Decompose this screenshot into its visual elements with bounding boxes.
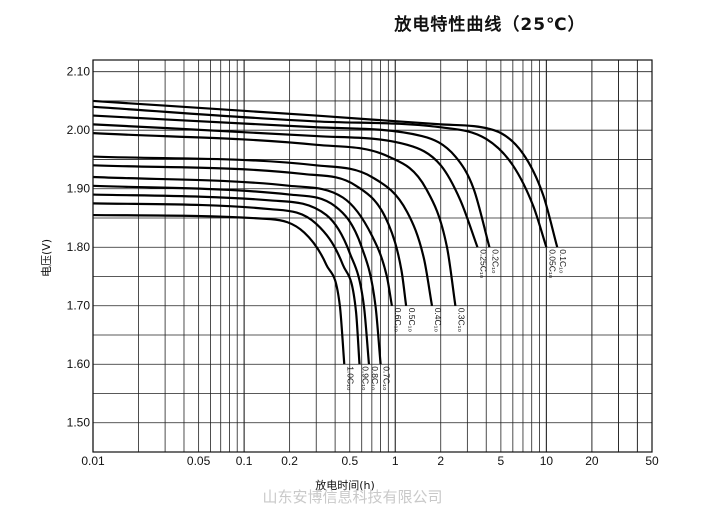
chart-title: 放电特性曲线（25℃） bbox=[394, 15, 586, 35]
series-line-0.4C10 bbox=[92, 155, 434, 306]
curve-label-0.1C10: 0.1C₁₀ bbox=[558, 249, 568, 274]
y-axis-label: 电压(V) bbox=[40, 239, 53, 277]
x-tick-label: 0.1 bbox=[236, 454, 253, 468]
series-line-0.7C10 bbox=[92, 184, 382, 365]
curve-label-0.9C10: 0.9C₁₀ bbox=[361, 366, 371, 391]
x-axis-label: 放电时间(h) bbox=[315, 478, 375, 492]
series-line-0.1C10 bbox=[92, 105, 548, 248]
curve-label-1.0C10: 1.0C₁₀ bbox=[345, 366, 355, 391]
x-tick-label: 10 bbox=[540, 454, 554, 468]
curve-label-0.6C10: 0.6C₁₀ bbox=[393, 308, 403, 333]
series-line-0.6C10 bbox=[92, 175, 393, 306]
series-line-0.05C10 bbox=[92, 99, 559, 248]
series-line-0.25C10 bbox=[92, 123, 479, 248]
series-line-0.5C10 bbox=[92, 164, 408, 306]
x-tick-label: 20 bbox=[585, 454, 599, 468]
x-tick-label: 0.5 bbox=[341, 454, 358, 468]
curve-label-0.2C10: 0.2C₁₀ bbox=[490, 249, 500, 274]
x-tick-label: 5 bbox=[498, 454, 505, 468]
curve-label-0.25C10: 0.25C₁₀ bbox=[479, 249, 489, 279]
curve-label-0.05C10: 0.05C₁₀ bbox=[547, 249, 557, 279]
curve-label-0.7C10: 0.7C₁₀ bbox=[382, 366, 392, 391]
tick-labels: 0.01 0.05 0.1 0.2 0.5 1 2 5 10 20 50 1.50 1.60 1.70 1.… bbox=[67, 65, 659, 468]
plot-frame bbox=[92, 59, 653, 453]
x-tick-label: 1 bbox=[392, 454, 399, 468]
x-tick-label: 0.05 bbox=[187, 454, 211, 468]
x-tick-label: 0.2 bbox=[281, 454, 298, 468]
watermark-text: 山东安博信息科技有限公司 bbox=[262, 488, 443, 506]
series-line-0.2C10 bbox=[92, 114, 491, 248]
y-tick-label: 1.70 bbox=[67, 299, 91, 313]
series-line-0.3C10 bbox=[92, 132, 457, 306]
curve-label-0.4C10: 0.4C₁₀ bbox=[433, 308, 443, 333]
series-line-0.9C10 bbox=[92, 202, 361, 365]
curve-label-0.8C10: 0.8C₁₀ bbox=[370, 366, 380, 391]
x-tick-label: 0.01 bbox=[81, 454, 105, 468]
plot-border bbox=[92, 59, 653, 453]
y-tick-label: 1.60 bbox=[67, 357, 91, 371]
curve-label-0.3C10: 0.3C₁₀ bbox=[456, 308, 466, 333]
series-line-1.0C10 bbox=[92, 213, 346, 365]
curves bbox=[92, 99, 559, 365]
x-tick-label: 50 bbox=[645, 454, 659, 468]
y-tick-label: 1.50 bbox=[67, 416, 91, 430]
y-tick-label: 2.10 bbox=[67, 65, 91, 79]
y-tick-label: 1.90 bbox=[67, 182, 91, 196]
y-tick-label: 2.00 bbox=[67, 123, 91, 137]
y-tick-label: 1.80 bbox=[67, 240, 91, 254]
series-line-0.8C10 bbox=[92, 193, 371, 365]
x-tick-label: 2 bbox=[437, 454, 444, 468]
curve-label-0.5C10: 0.5C₁₀ bbox=[407, 308, 417, 333]
